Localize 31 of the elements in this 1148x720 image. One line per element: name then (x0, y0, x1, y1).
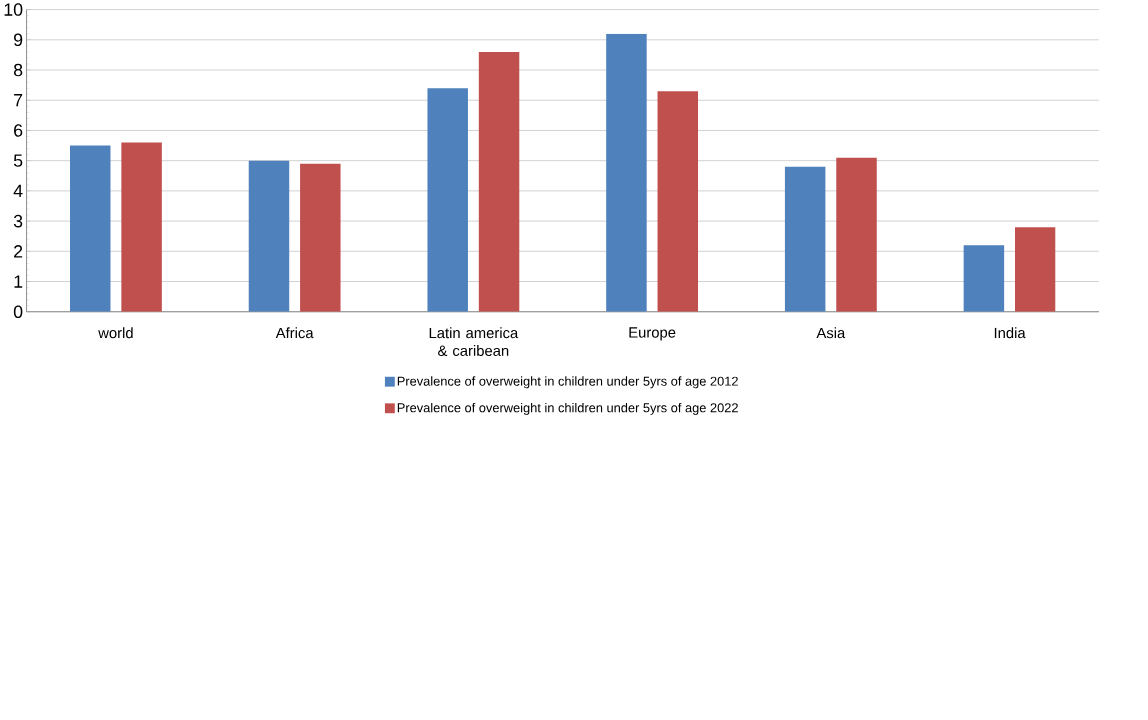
y-tick-label: 10 (4, 3, 23, 17)
bar (606, 33, 647, 312)
bar (121, 142, 162, 312)
legend-label: Prevalence of overweight in children under 5yrs of age 2022 (397, 403, 738, 416)
x-tick-label: Asia (816, 327, 846, 339)
bar (427, 88, 468, 312)
y-tick-label: 4 (13, 184, 23, 198)
y-tick-label: 0 (13, 305, 23, 319)
bar (784, 166, 826, 312)
bar (300, 163, 341, 312)
bar (963, 245, 1005, 312)
y-tick-label: 3 (13, 214, 23, 228)
y-tick-label: 6 (14, 124, 23, 137)
x-tick-label: Latin america & caribean (429, 327, 519, 357)
x-tick-label: Europe (629, 327, 676, 341)
y-tick-label: 8 (13, 63, 23, 77)
legend-label: Prevalence of overweight in children under 5yrs of age 2012 (397, 376, 738, 389)
bar (478, 52, 520, 312)
y-tick-label: 5 (13, 154, 23, 168)
x-tick-label: world (98, 327, 133, 339)
bar (836, 157, 877, 312)
x-tick-label: Africa (275, 327, 314, 339)
x-tick-label: India (994, 327, 1026, 339)
y-tick-label: 2 (14, 245, 23, 258)
bar (1015, 227, 1056, 312)
y-tick-label: 1 (14, 275, 23, 288)
y-tick-label: 9 (14, 33, 23, 47)
bar (657, 91, 699, 312)
bar (248, 160, 290, 312)
bar (70, 145, 111, 312)
y-tick-label: 7 (14, 94, 23, 107)
